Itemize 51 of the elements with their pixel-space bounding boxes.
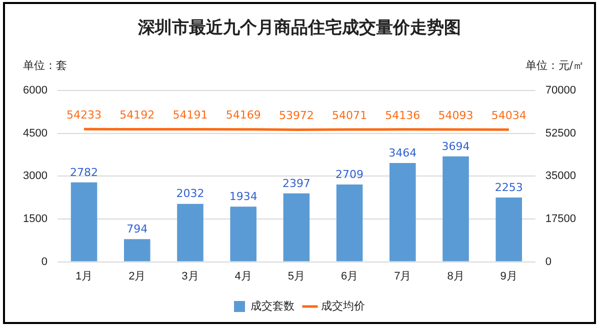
bar [336, 184, 363, 262]
y-tick-label: 0 [41, 256, 48, 268]
x-tick-label: 8月 [447, 270, 464, 282]
legend-label: 成交均价 [321, 300, 365, 313]
x-tick-label: 5月 [288, 270, 306, 282]
y2-axis-title: 单位：元/㎡ [525, 58, 584, 73]
bar [390, 162, 416, 262]
data-label: 54136 [385, 108, 420, 122]
bar [230, 206, 256, 262]
data-label: 54169 [226, 108, 261, 122]
data-label: 2032 [176, 187, 204, 200]
x-tick-label: 7月 [394, 270, 412, 282]
data-label: 1934 [229, 190, 258, 203]
bar [283, 193, 310, 262]
bar [70, 182, 98, 262]
y-tick-label: 4500 [22, 127, 48, 140]
x-tick-label: 3月 [182, 270, 199, 282]
legend-label: 成交套数 [250, 300, 294, 313]
x-tick-label: 4月 [234, 270, 252, 282]
y-axis-title: 单位：套 [23, 58, 67, 73]
data-label: 53972 [278, 109, 314, 122]
y-tick-label: 1500 [22, 213, 48, 226]
data-label: 794 [126, 222, 148, 236]
y2-tick-label: 35000 [545, 170, 576, 182]
y-tick-label: 6000 [22, 84, 48, 97]
data-label: 54192 [120, 108, 155, 122]
data-label: 2397 [282, 176, 310, 190]
y2-tick-label: 52500 [545, 127, 576, 140]
data-label: 54191 [172, 108, 208, 122]
data-label: 3464 [388, 146, 417, 160]
x-tick-label: 6月 [340, 270, 358, 282]
y2-tick-label: 0 [545, 256, 552, 268]
data-label: 2709 [336, 168, 364, 181]
data-label: 54034 [491, 109, 526, 122]
data-label: 54093 [438, 108, 474, 122]
data-label: 2782 [70, 166, 98, 179]
bar [442, 156, 469, 262]
y2-tick-label: 70000 [545, 84, 576, 97]
bar [496, 198, 522, 262]
data-label: 2253 [494, 180, 523, 194]
data-label: 54071 [332, 108, 368, 122]
x-tick-label: 9月 [500, 270, 518, 282]
bar [124, 239, 150, 262]
y2-tick-label: 17500 [545, 213, 576, 226]
y-tick-label: 3000 [22, 170, 48, 182]
bar [177, 204, 204, 262]
data-label: 3694 [442, 140, 470, 153]
chart-title: 深圳市最近九个月商品住宅成交量价走势图 [137, 17, 462, 39]
x-tick-label: 2月 [128, 270, 146, 282]
x-tick-label: 1月 [75, 270, 93, 282]
data-label: 54233 [66, 108, 102, 122]
